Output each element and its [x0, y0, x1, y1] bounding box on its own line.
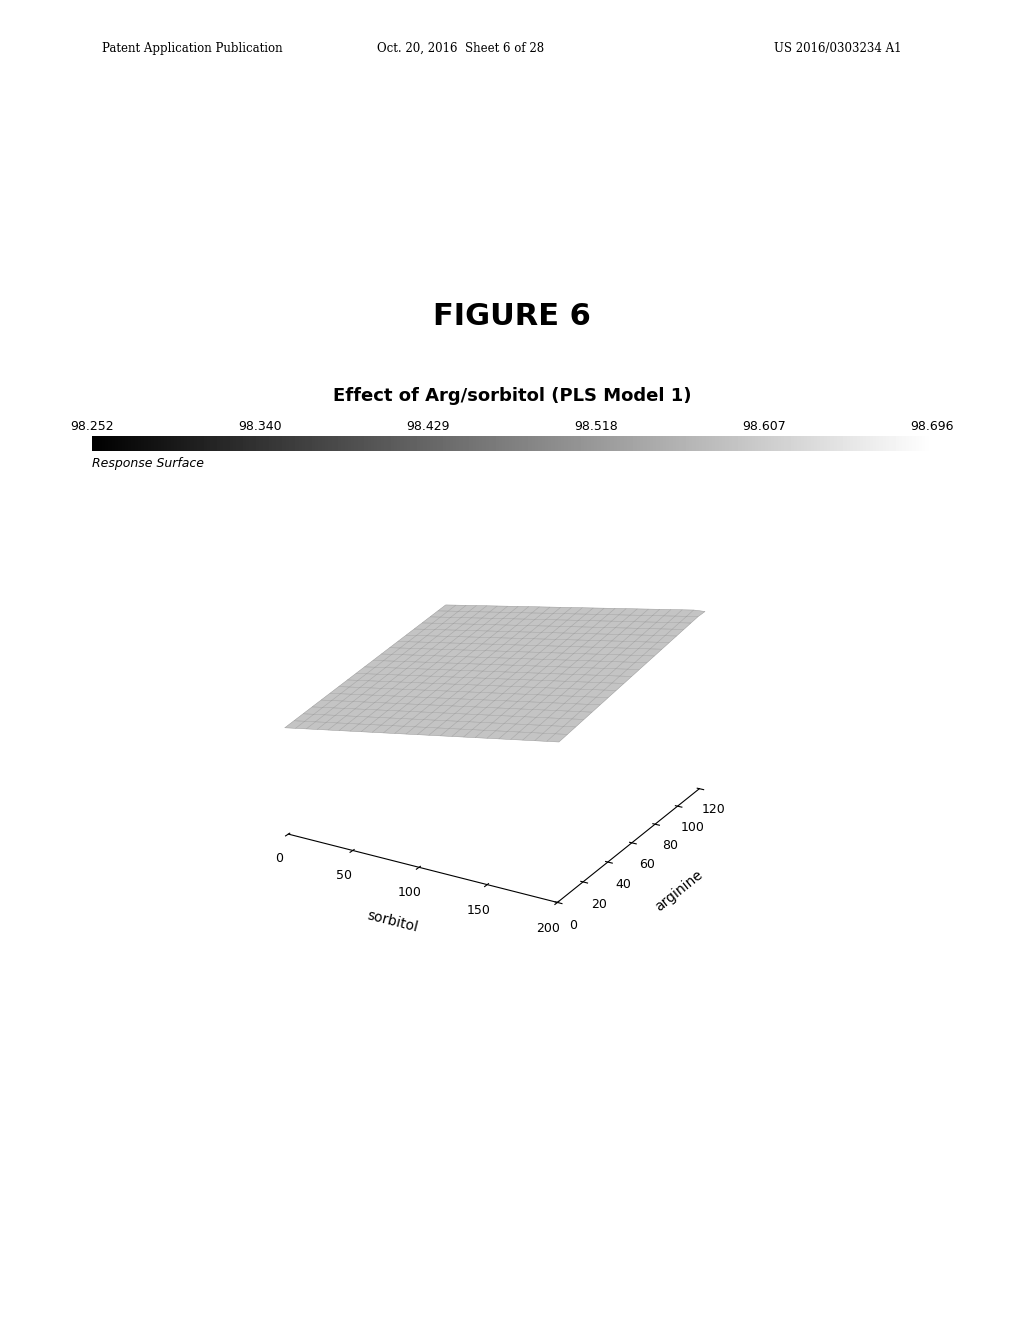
Text: US 2016/0303234 A1: US 2016/0303234 A1 [773, 42, 901, 55]
Text: 98.429: 98.429 [407, 420, 450, 433]
Text: Patent Application Publication: Patent Application Publication [102, 42, 283, 55]
Text: 98.518: 98.518 [574, 420, 617, 433]
Text: 98.340: 98.340 [239, 420, 282, 433]
Y-axis label: arginine: arginine [652, 867, 706, 915]
Text: 98.607: 98.607 [742, 420, 785, 433]
X-axis label: sorbitol: sorbitol [366, 908, 419, 935]
Text: FIGURE 6: FIGURE 6 [433, 302, 591, 331]
Text: 98.696: 98.696 [910, 420, 953, 433]
Text: Oct. 20, 2016  Sheet 6 of 28: Oct. 20, 2016 Sheet 6 of 28 [377, 42, 545, 55]
Text: Effect of Arg/sorbitol (PLS Model 1): Effect of Arg/sorbitol (PLS Model 1) [333, 387, 691, 405]
Text: 98.252: 98.252 [71, 420, 114, 433]
Text: Response Surface: Response Surface [92, 457, 204, 470]
